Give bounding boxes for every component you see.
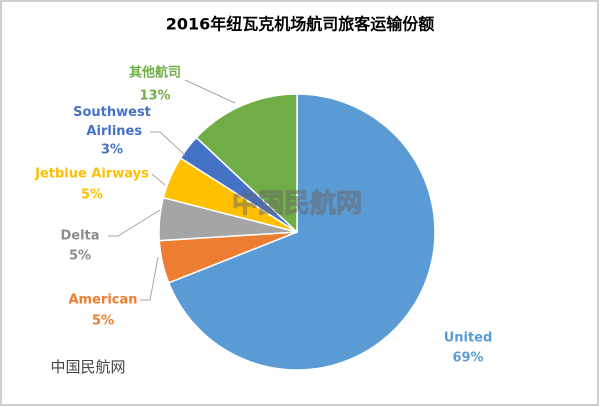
value-label: 5% [81,188,103,203]
slice-label: Southwest Airlines [73,105,151,139]
value-label: 5% [92,314,114,329]
value-label: 69% [452,351,483,366]
slice-label: Delta [60,229,99,244]
slice-label: United [444,331,493,346]
chart-title: 2016年纽瓦克机场航司旅客运输份额 [166,15,435,34]
watermark: 中国民航网 [50,358,125,376]
leader-line [150,131,186,156]
pie-slice [167,93,436,371]
value-label: 3% [101,143,123,158]
value-label: 13% [139,89,170,104]
slice-label: American [68,293,137,308]
leader-line [108,209,161,237]
slice-label: Jetblue Airways [34,167,149,182]
leader-line [151,173,166,186]
slice-label: 其他航司 [129,65,181,81]
leader-line [140,256,159,301]
value-label: 5% [69,249,91,264]
pie-slice [195,93,298,234]
leader-line [184,79,236,104]
pie [158,93,436,371]
watermark: 中国民航网 [232,188,362,219]
